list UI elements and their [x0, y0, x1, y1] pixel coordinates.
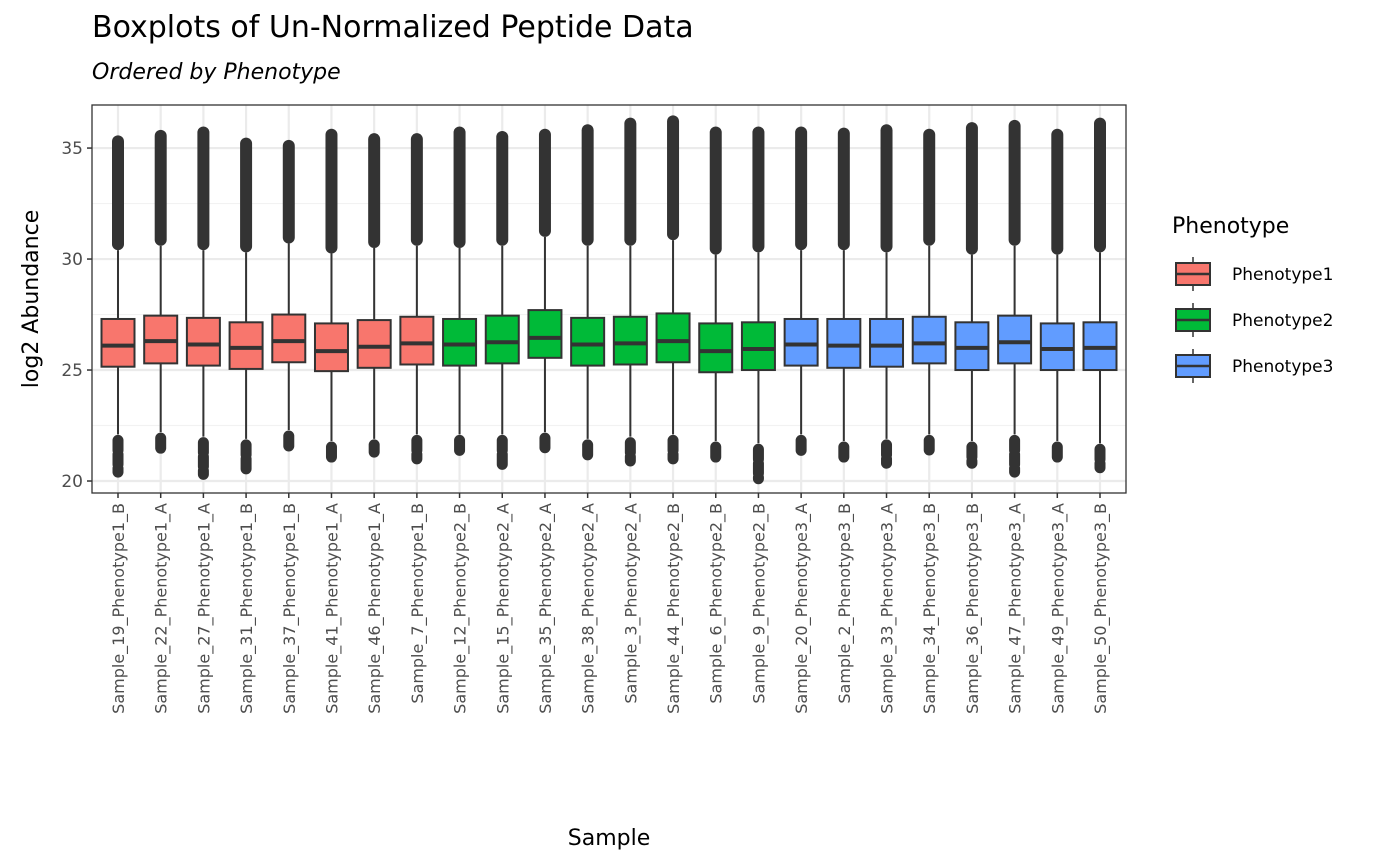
x-tick-label: Sample_36_Phenotype3_B [963, 503, 983, 714]
chart-title: Boxplots of Un-Normalized Peptide Data [92, 10, 694, 45]
legend-title: Phenotype [1172, 214, 1289, 239]
x-tick-label: Sample_19_Phenotype1_B [109, 503, 129, 714]
y-tick-label: 25 [61, 361, 83, 381]
box-iqr [313, 322, 349, 373]
x-tick-label: Sample_50_Phenotype3_B [1091, 503, 1111, 714]
x-tick-label: Sample_47_Phenotype3_A [1006, 503, 1026, 714]
box-iqr [997, 314, 1033, 365]
legend-item-Phenotype1: Phenotype1 [1175, 257, 1333, 291]
x-tick-label: Sample_27_Phenotype1_A [194, 503, 214, 714]
x-tick-label: Sample_3_Phenotype2_A [621, 503, 641, 704]
x-tick-label: Sample_38_Phenotype2_A [579, 503, 599, 714]
box-iqr [698, 322, 734, 374]
chart-subtitle: Ordered by Phenotype [92, 60, 341, 85]
y-axis-title: log2 Abundance [19, 210, 44, 388]
box-iqr [527, 309, 563, 359]
box-Sample_9_Phenotype2_B [740, 126, 776, 485]
box-Sample_15_Phenotype2_A [484, 130, 520, 471]
box-Sample_22_Phenotype1_A [143, 129, 179, 456]
box-iqr [442, 317, 478, 367]
box-iqr [228, 321, 264, 370]
y-tick-label: 35 [61, 139, 83, 159]
x-tick-label: Sample_31_Phenotype1_B [237, 503, 257, 714]
panel-border [91, 104, 1127, 494]
box-Sample_31_Phenotype1_B [228, 137, 264, 476]
box-iqr [783, 317, 819, 367]
box-Sample_27_Phenotype1_A [185, 126, 221, 480]
box-iqr [356, 319, 392, 369]
x-tick-label: Sample_9_Phenotype2_B [749, 503, 769, 704]
x-tick-label: Sample_20_Phenotype3_A [792, 503, 812, 714]
legend-label: Phenotype3 [1232, 357, 1333, 377]
box-Sample_47_Phenotype3_A [997, 119, 1033, 478]
box-iqr [911, 315, 947, 365]
box-Sample_38_Phenotype2_A [570, 124, 606, 465]
box-Sample_35_Phenotype2_A [527, 128, 563, 454]
box-Sample_41_Phenotype1_A [313, 128, 349, 467]
box-iqr [869, 317, 905, 368]
x-tick-label: Sample_44_Phenotype2_B [664, 503, 684, 714]
plot-panel [92, 105, 1126, 493]
box-iqr [484, 314, 520, 365]
box-Sample_34_Phenotype3_B [911, 128, 947, 456]
box-Sample_49_Phenotype3_A [1039, 128, 1075, 465]
box-Sample_50_Phenotype3_B [1082, 117, 1118, 474]
box-iqr [655, 312, 691, 364]
x-tick-label: Sample_35_Phenotype2_A [536, 503, 556, 714]
box-Sample_20_Phenotype3_A [783, 126, 819, 458]
box-Sample_2_Phenotype3_B [826, 127, 862, 467]
x-tick-label: Sample_7_Phenotype1_B [408, 503, 428, 704]
box-Sample_7_Phenotype1_B [399, 133, 435, 465]
box-iqr [740, 321, 776, 372]
x-tick-label: Sample_41_Phenotype1_A [322, 503, 342, 714]
box-Sample_37_Phenotype1_B [271, 139, 307, 454]
box-Sample_36_Phenotype3_B [954, 122, 990, 469]
legend-item-Phenotype2: Phenotype2 [1175, 303, 1333, 337]
box-Sample_12_Phenotype2_B [442, 126, 478, 458]
y-tick-label: 20 [61, 472, 83, 492]
box-Sample_6_Phenotype2_B [698, 126, 734, 467]
box-iqr [1039, 322, 1075, 372]
box-Sample_3_Phenotype2_A [612, 117, 648, 467]
legend-label: Phenotype1 [1232, 265, 1333, 285]
box-Sample_46_Phenotype1_A [356, 133, 392, 458]
box-Sample_44_Phenotype2_B [655, 115, 691, 465]
box-iqr [826, 317, 862, 369]
box-iqr [271, 313, 307, 364]
legend-item-Phenotype3: Phenotype3 [1175, 349, 1333, 383]
box-iqr [399, 315, 435, 366]
x-tick-label: Sample_46_Phenotype1_A [365, 503, 385, 714]
x-tick-label: Sample_12_Phenotype2_B [451, 503, 471, 714]
x-tick-label: Sample_15_Phenotype2_A [493, 503, 513, 714]
x-tick-label: Sample_49_Phenotype3_A [1048, 503, 1068, 714]
box-Sample_33_Phenotype3_A [869, 124, 905, 469]
legend-label: Phenotype2 [1232, 311, 1333, 331]
box-iqr [185, 316, 221, 367]
x-tick-label: Sample_34_Phenotype3_B [920, 503, 940, 714]
x-axis-title: Sample [568, 826, 651, 851]
box-iqr [100, 317, 136, 368]
box-iqr [612, 315, 648, 366]
x-tick-label: Sample_33_Phenotype3_A [878, 503, 898, 714]
x-tick-label: Sample_22_Phenotype1_A [152, 503, 172, 714]
y-tick-label: 30 [61, 250, 83, 270]
x-tick-label: Sample_37_Phenotype1_B [280, 503, 300, 714]
box-Sample_19_Phenotype1_B [100, 135, 136, 478]
x-tick-label: Sample_2_Phenotype3_B [835, 503, 855, 704]
box-iqr [570, 316, 606, 367]
x-tick-label: Sample_6_Phenotype2_B [707, 503, 727, 704]
